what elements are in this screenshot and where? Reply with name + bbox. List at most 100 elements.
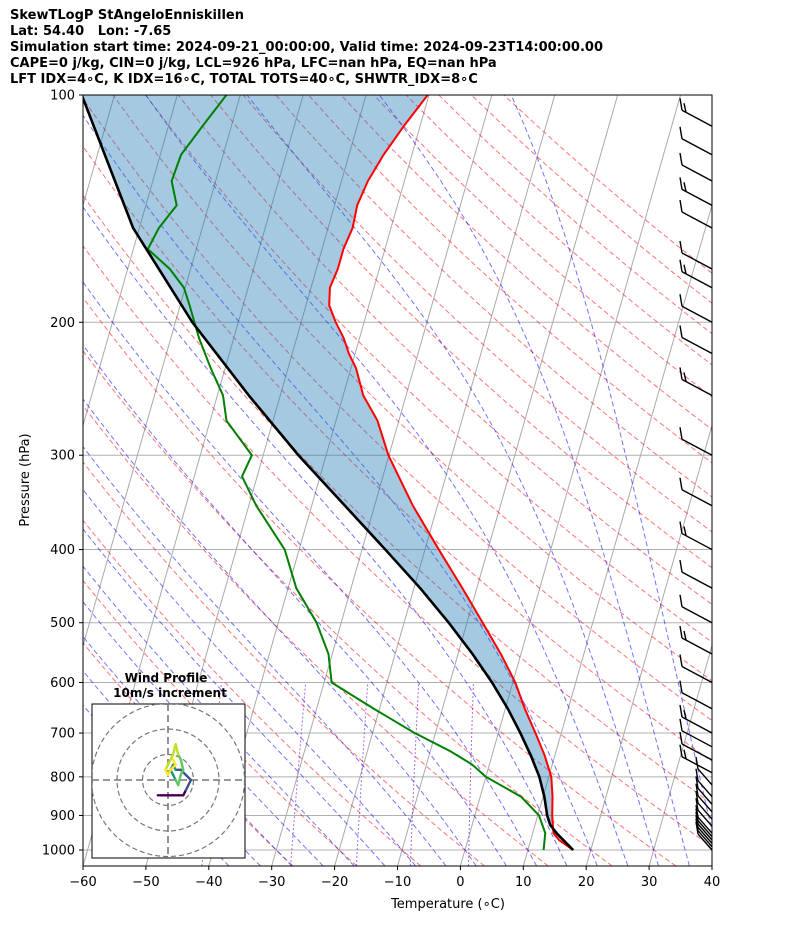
wind-barb-flag — [679, 560, 683, 573]
wind-barb — [679, 126, 713, 156]
hodograph-ring — [92, 704, 245, 858]
wind-barb-flag — [679, 152, 683, 166]
wind-barb-staff — [681, 606, 713, 624]
x-axis-label: Temperature (∘C) — [390, 897, 505, 912]
y-tick-label: 700 — [50, 727, 75, 742]
hodograph-segment — [176, 773, 182, 787]
wind-barb-flag — [695, 756, 699, 770]
wind-barb-staff — [681, 305, 713, 323]
dry-adiabat-line — [83, 350, 613, 866]
wind-barb-flag — [679, 427, 683, 440]
wind-barb-flag — [679, 240, 683, 254]
cin-shaded-area — [83, 95, 574, 850]
wind-barb — [679, 427, 713, 456]
wind-barb — [679, 477, 713, 507]
wind-barb-flag — [679, 325, 683, 338]
dry-adiabat-line — [242, 95, 712, 533]
wind-barb-staff — [681, 138, 713, 156]
wind-barb-flag — [695, 783, 699, 796]
wind-barb-staff — [697, 820, 713, 838]
wind-barb-staff — [697, 768, 713, 786]
moist-adiabat-line — [510, 95, 712, 833]
x-tick-label: 30 — [641, 875, 658, 890]
wind-barb-staff — [697, 833, 713, 851]
isotherm-line — [334, 95, 556, 866]
wind-barb-flag — [683, 749, 687, 759]
wind-barb-flag — [679, 654, 683, 667]
moist-adiabat-line — [83, 488, 416, 866]
wind-barb-flag — [679, 126, 683, 139]
wind-barb-flag — [695, 790, 699, 804]
wind-barb-flag — [679, 718, 683, 731]
wind-barb-flag — [679, 259, 683, 272]
dewpoint-profile-line — [146, 95, 547, 851]
wind-barb-staff — [697, 809, 713, 827]
wind-barb-flag — [695, 768, 699, 781]
hodograph-subtitle: 10m/s increment — [113, 686, 227, 700]
wind-barb-flag — [695, 805, 699, 818]
wind-barb-staff — [681, 692, 713, 710]
dry-adiabat-line — [503, 95, 712, 274]
wind-barb-staff — [681, 211, 713, 229]
parcel-profile-line — [83, 95, 575, 851]
wind-barb-staff — [681, 489, 713, 507]
dry-adiabat-line — [177, 95, 712, 606]
wind-barb — [679, 654, 713, 684]
wind-barb-staff — [681, 532, 713, 551]
x-tick-label: 10 — [515, 875, 532, 890]
isotherm-line — [271, 95, 493, 866]
wind-barb — [695, 790, 713, 820]
x-tick-label: −60 — [69, 875, 96, 890]
isotherm-line — [83, 95, 178, 428]
isotherm-line — [83, 95, 241, 648]
wind-barb-flag — [683, 372, 687, 382]
y-tick-label: 200 — [50, 316, 75, 331]
dry-adiabat-line — [471, 95, 712, 304]
wind-barb-staff — [681, 378, 713, 397]
moist-adiabat-line — [83, 528, 386, 866]
wind-barb-staff — [681, 271, 713, 289]
dry-adiabat-line — [373, 95, 712, 398]
dry-adiabat-line — [83, 642, 294, 866]
title-line: SkewTLogP StAngeloEnniskillen — [10, 8, 244, 23]
wind-barb-staff — [697, 795, 713, 813]
x-tick-label: −50 — [132, 875, 159, 890]
wind-barb-flag — [679, 177, 683, 190]
wind-barb — [679, 704, 713, 734]
wind-barb-staff — [697, 830, 713, 848]
y-tick-label: 400 — [50, 543, 75, 558]
wind-barb — [679, 367, 713, 397]
wind-barb — [679, 98, 713, 127]
wind-barb-flag — [679, 98, 683, 111]
isotherm-line — [585, 423, 712, 866]
y-axis-label: Pressure (hPa) — [18, 433, 33, 526]
mixing-ratio-line — [355, 682, 369, 866]
wind-barb-staff — [681, 756, 713, 774]
wind-barb-flag — [679, 294, 683, 307]
wind-barb — [679, 594, 713, 624]
moist-adiabat-line — [83, 206, 568, 866]
dry-adiabat-line — [340, 95, 712, 431]
wind-barb — [679, 560, 713, 589]
dry-adiabat-line — [438, 95, 712, 335]
moist-adiabat-line — [83, 114, 598, 866]
wind-barb-staff — [681, 109, 713, 127]
wind-barb — [679, 625, 713, 655]
wind-barb-flag — [679, 680, 683, 693]
wind-barb-flag — [679, 744, 683, 757]
wind-barb — [695, 776, 713, 805]
y-tick-label: 100 — [50, 89, 75, 104]
wind-barb-staff — [681, 438, 713, 456]
hodograph-segment — [169, 763, 177, 771]
isotherm-line — [459, 95, 682, 866]
moist-adiabat-line — [83, 398, 477, 866]
mixing-ratio-line — [290, 682, 307, 866]
wind-barb-flag — [695, 798, 699, 811]
wind-barb — [679, 177, 713, 206]
wind-barb-staff — [697, 787, 713, 805]
hodograph-inset: Wind Profile 10m/s increment — [91, 671, 246, 859]
y-tick-label: 300 — [50, 449, 75, 464]
wind-barb-staff — [681, 336, 713, 355]
hodograph-segment — [184, 773, 193, 782]
isotherm-line — [522, 203, 712, 866]
